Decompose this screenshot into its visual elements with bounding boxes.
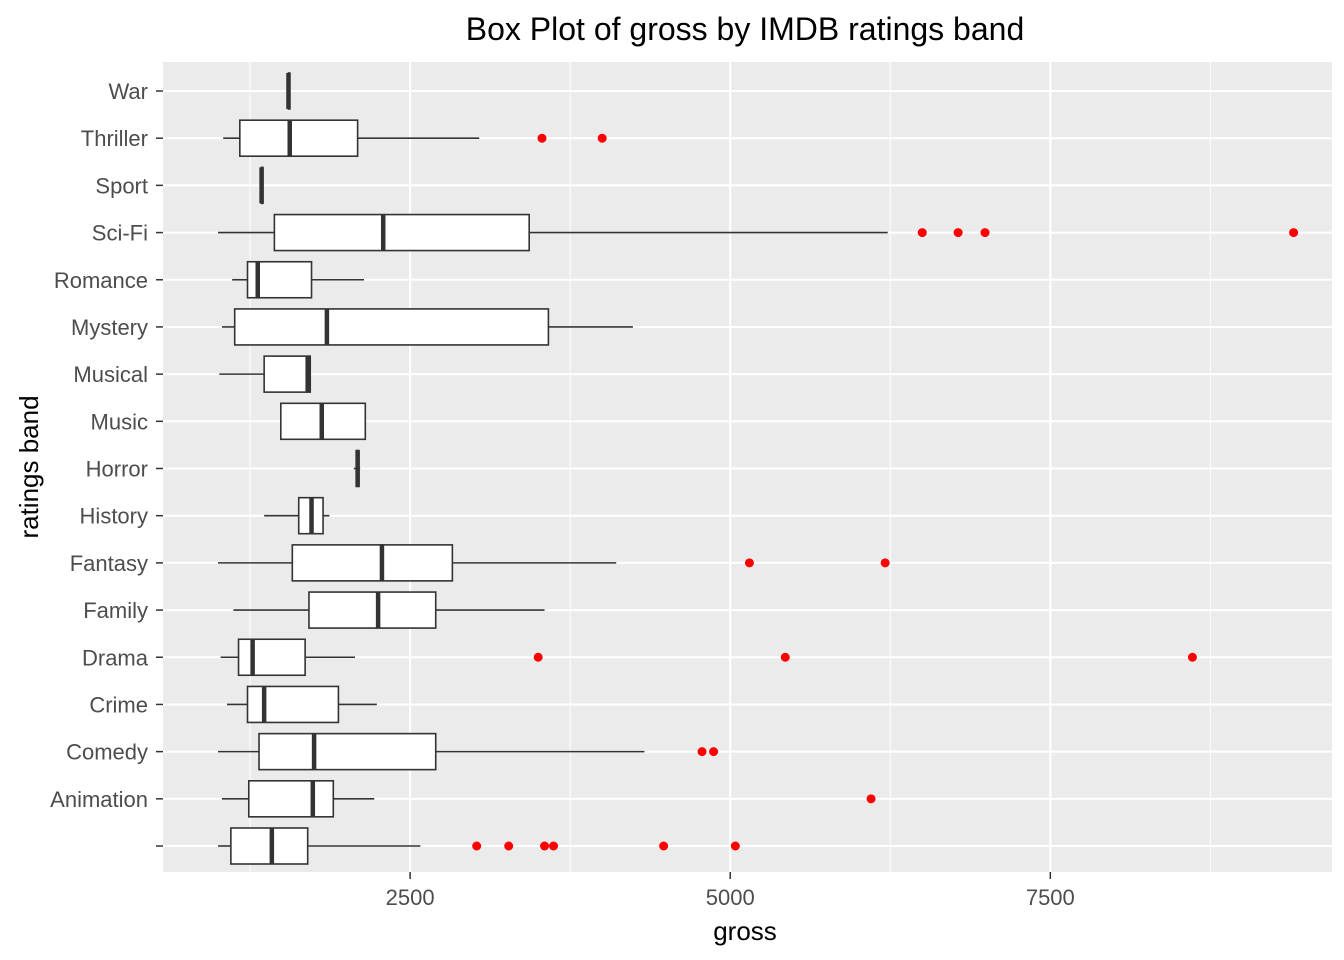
outlier-point: [472, 841, 482, 851]
box-iqr: [263, 355, 312, 393]
box-iqr: [291, 544, 454, 582]
outlier-point: [980, 228, 990, 238]
box-group: [259, 166, 264, 205]
box-group: [219, 355, 312, 393]
outlier-point: [1187, 652, 1197, 662]
outlier-point: [659, 841, 669, 851]
box-group: [218, 544, 890, 582]
outlier-point: [533, 652, 543, 662]
outlier-point: [917, 228, 927, 238]
box-group: [279, 402, 367, 441]
outlier-point: [953, 228, 963, 238]
outlier-point: [697, 747, 707, 757]
x-tick-label: 2500: [386, 885, 435, 910]
box-group: [286, 72, 291, 110]
box-iqr: [247, 780, 335, 818]
outlier-point: [709, 747, 719, 757]
y-tick-label: Musical: [73, 362, 148, 387]
outlier-point: [866, 794, 876, 804]
box-group: [264, 496, 330, 535]
box-iqr: [239, 119, 359, 157]
box-group: [353, 449, 361, 488]
outlier-point: [880, 558, 890, 568]
box-iqr: [237, 638, 306, 677]
outlier-point: [744, 558, 754, 568]
y-tick-label: Family: [83, 598, 148, 623]
y-tick-label: Crime: [89, 692, 148, 717]
y-tick-label: Romance: [54, 268, 148, 293]
box-group: [218, 732, 719, 771]
outlier-point: [730, 841, 740, 851]
box-iqr: [233, 308, 550, 346]
outlier-point: [780, 652, 790, 662]
y-tick-label: Horror: [86, 457, 148, 482]
y-tick-label: Sport: [95, 173, 148, 198]
box-group: [232, 260, 365, 299]
y-axis-title: ratings band: [14, 395, 44, 538]
box-group: [218, 827, 740, 865]
box-group: [218, 213, 1299, 252]
y-tick-label: Animation: [50, 787, 148, 812]
box-group: [221, 308, 633, 346]
outlier-point: [540, 841, 550, 851]
box-group: [233, 591, 545, 629]
box-iqr: [273, 213, 530, 252]
box-iqr: [246, 685, 340, 724]
x-tick-label: 7500: [1026, 885, 1075, 910]
boxes-layer: [218, 72, 1299, 865]
y-tick-label: War: [108, 79, 148, 104]
y-axis: Animation Comedy Crime Drama Family Fantasy Hi…: [50, 79, 163, 847]
box-iqr: [308, 591, 437, 629]
box-iqr: [230, 827, 309, 865]
outlier-point: [537, 133, 547, 143]
chart-title: Box Plot of gross by IMDB ratings band: [466, 11, 1024, 47]
x-axis: 2500 5000 7500: [386, 872, 1075, 910]
outlier-point: [597, 133, 607, 143]
outlier-point: [1289, 228, 1299, 238]
y-tick-label: Fantasy: [70, 551, 148, 576]
outlier-point: [504, 841, 514, 851]
x-tick-label: 5000: [706, 885, 755, 910]
y-tick-label: Drama: [82, 645, 149, 670]
box-group: [223, 119, 607, 157]
y-tick-label: Comedy: [66, 740, 148, 765]
box-group: [227, 685, 377, 724]
box-group: [221, 780, 876, 818]
y-tick-label: Music: [91, 409, 148, 434]
box-iqr: [258, 732, 437, 771]
box-group: [220, 638, 1197, 677]
y-tick-label: Sci-Fi: [92, 221, 148, 246]
y-tick-label: Thriller: [81, 126, 148, 151]
outlier-point: [549, 841, 559, 851]
y-tick-label: History: [80, 504, 148, 529]
x-axis-title: gross: [713, 916, 777, 946]
minor-gridlines: [249, 62, 1211, 872]
y-tick-label: Mystery: [71, 315, 148, 340]
